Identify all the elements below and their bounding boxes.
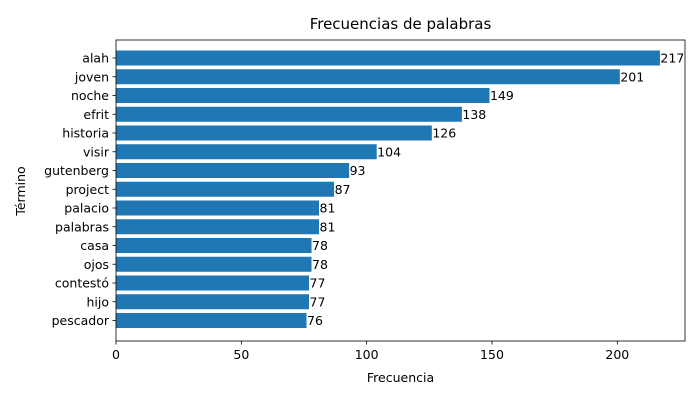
data-label-contestó: 77 <box>310 276 326 291</box>
data-label-alah: 217 <box>660 51 684 66</box>
x-tick-label-200: 200 <box>605 347 629 362</box>
data-label-hijo: 77 <box>310 294 326 309</box>
bar-contestó <box>116 275 310 291</box>
data-label-palacio: 81 <box>320 201 336 216</box>
bar-palabras <box>116 219 320 235</box>
data-label-visir: 104 <box>377 144 401 159</box>
bar-visir <box>116 144 377 160</box>
x-tick-label-50: 50 <box>233 347 249 362</box>
y-axis-title: Término <box>13 166 28 216</box>
y-tick-label-alah: alah <box>82 51 109 66</box>
data-label-pescador: 76 <box>307 313 323 328</box>
bar-casa <box>116 238 312 253</box>
data-label-efrit: 138 <box>462 107 486 122</box>
bar-gutenberg <box>116 163 350 178</box>
plot-frame <box>115 39 686 342</box>
bar-alah <box>116 50 660 66</box>
bar-joven <box>116 69 620 85</box>
x-tick-label-100: 100 <box>355 347 379 362</box>
x-axis-ticks: 0 50 100 150 200 <box>112 341 629 362</box>
bar-noche <box>116 88 490 103</box>
data-label-joven: 201 <box>620 69 644 84</box>
y-tick-label-hijo: hijo <box>86 294 109 309</box>
y-tick-label-historia: historia <box>62 126 109 141</box>
bar-pescador <box>116 313 307 328</box>
data-label-historia: 126 <box>432 126 456 141</box>
chart-title: Frecuencias de palabras <box>310 15 492 33</box>
y-tick-label-gutenberg: gutenberg <box>44 163 109 178</box>
y-tick-label-contestó: contestó <box>55 276 109 291</box>
bar-efrit <box>116 106 462 122</box>
y-tick-label-noche: noche <box>71 88 109 103</box>
y-axis-ticks: alah joven noche efrit historia visir gutenber… <box>44 51 116 328</box>
y-tick-label-visir: visir <box>83 144 110 159</box>
data-label-project: 87 <box>335 182 351 197</box>
y-tick-label-joven: joven <box>74 69 109 84</box>
y-tick-label-casa: casa <box>80 238 109 253</box>
y-tick-label-pescador: pescador <box>52 313 110 328</box>
y-tick-label-efrit: efrit <box>83 107 109 122</box>
data-label-palabras: 81 <box>320 219 336 234</box>
x-axis-title: Frecuencia <box>367 370 434 385</box>
data-label-gutenberg: 93 <box>350 163 366 178</box>
data-label-noche: 149 <box>490 88 514 103</box>
y-tick-label-ojos: ojos <box>84 257 109 272</box>
x-tick-label-150: 150 <box>480 347 504 362</box>
data-label-ojos: 78 <box>312 257 328 272</box>
bar-historia <box>116 125 432 141</box>
bar-palacio <box>116 200 320 216</box>
bar-project <box>116 181 335 197</box>
y-tick-label-project: project <box>66 182 109 197</box>
y-tick-label-palabras: palabras <box>55 219 109 234</box>
bar-hijo <box>116 294 310 310</box>
bar-ojos <box>116 256 312 272</box>
y-tick-label-palacio: palacio <box>64 201 109 216</box>
x-tick-label-0: 0 <box>112 347 120 362</box>
bars-group: 217 201 149 138 126 104 93 87 81 81 78 78 77 77 76 <box>116 50 684 328</box>
data-label-casa: 78 <box>312 238 328 253</box>
